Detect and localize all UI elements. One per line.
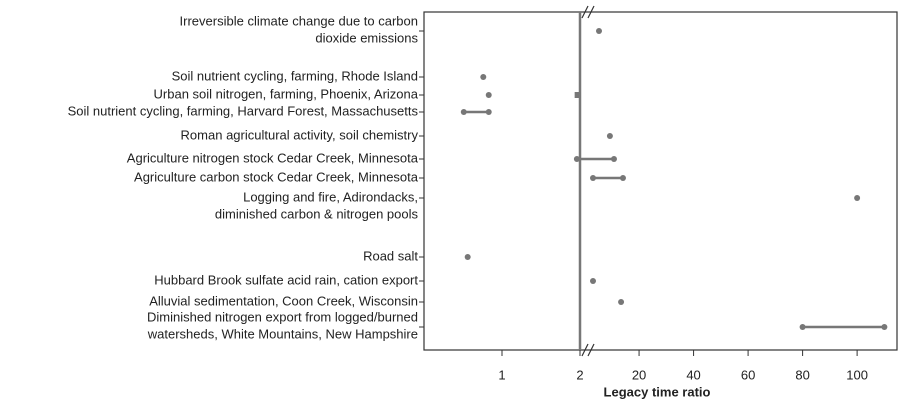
x-tick-label: 60 [741, 367, 755, 382]
x-axis-title: Legacy time ratio [604, 384, 711, 399]
plot-frame [423, 11, 898, 351]
point [589, 175, 596, 181]
row-label: Hubbard Brook sulfate acid rain, cation … [154, 272, 418, 287]
point [573, 156, 580, 162]
row-label: Soil nutrient cycling, farming, Rhode Is… [172, 68, 418, 83]
break-marks [581, 5, 595, 357]
row-label: Logging and fire, Adirondacks, [243, 189, 418, 204]
row-label: Urban soil nitrogen, farming, Phoenix, A… [154, 86, 419, 101]
row-label: Road salt [363, 248, 418, 263]
point [485, 109, 492, 115]
x-tick-label: 40 [686, 367, 700, 382]
point [881, 324, 888, 330]
row-label: Roman agricultural activity, soil chemis… [181, 127, 419, 142]
row-label: Diminished nitrogen export from logged/b… [147, 309, 418, 324]
square-point [574, 92, 581, 98]
row-label: Agriculture carbon stock Cedar Creek, Mi… [134, 169, 419, 184]
row-label: diminished carbon & nitrogen pools [215, 206, 419, 221]
x-tick-label: 100 [846, 367, 868, 382]
point [606, 133, 613, 139]
point [480, 74, 487, 80]
row-label: watersheds, White Mountains, New Hampshi… [147, 326, 418, 341]
x-tick-label: 1 [498, 367, 505, 382]
point [618, 299, 625, 305]
x-tick-label: 2 [576, 367, 583, 382]
point [589, 278, 596, 284]
point [799, 324, 806, 330]
break-mark [581, 5, 595, 19]
row-label: dioxide emissions [315, 30, 418, 45]
point [464, 254, 471, 260]
point [610, 156, 617, 162]
x-tick-label: 20 [632, 367, 646, 382]
break-mark [581, 343, 595, 357]
point [485, 92, 492, 98]
row-label: Agriculture nitrogen stock Cedar Creek, … [127, 150, 419, 165]
x-tick-label: 80 [795, 367, 809, 382]
row-label: Soil nutrient cycling, farming, Harvard … [68, 103, 419, 118]
row-label: Alluvial sedimentation, Coon Creek, Wisc… [149, 293, 418, 308]
point [854, 195, 861, 201]
point [460, 109, 467, 115]
point [595, 28, 602, 34]
point [619, 175, 626, 181]
row-label: Irreversible climate change due to carbo… [180, 13, 418, 28]
